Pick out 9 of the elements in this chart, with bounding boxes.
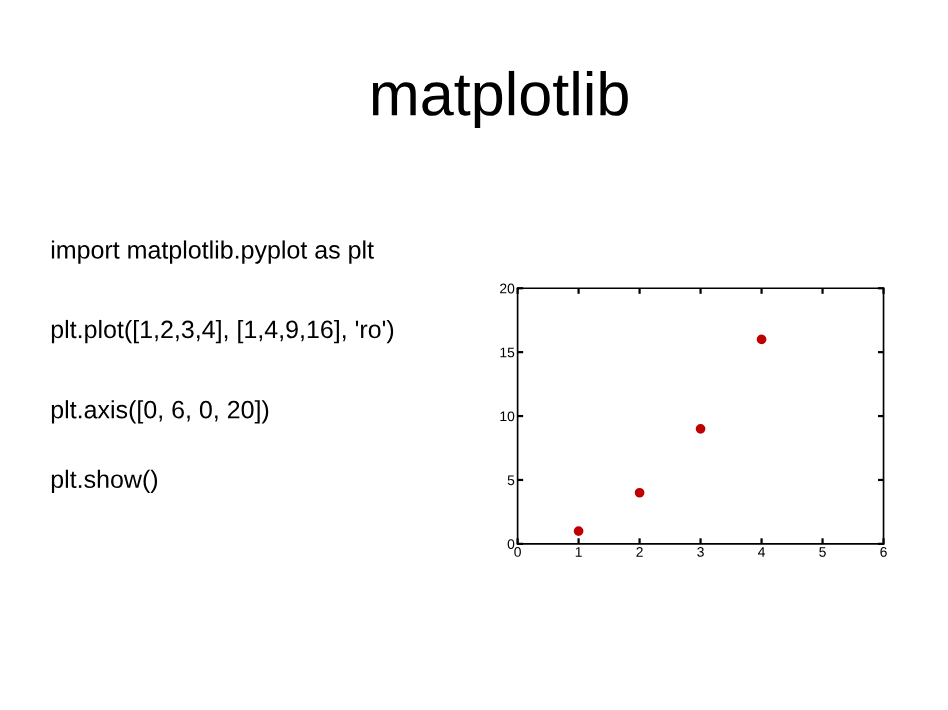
text: import matplotlib.pyplot as plt (51, 240, 374, 264)
text: plt.show() (51, 469, 158, 494)
point (634, 487, 645, 498)
text: plt.plot([1,2,3,4], [1,4,9,16], 'ro') (51, 319, 394, 344)
point (695, 423, 706, 434)
text: plt.axis([0, 6, 0, 20]) (51, 400, 269, 424)
point (573, 526, 584, 536)
point (756, 334, 767, 345)
chart-title: matplotlib (372, 70, 628, 128)
